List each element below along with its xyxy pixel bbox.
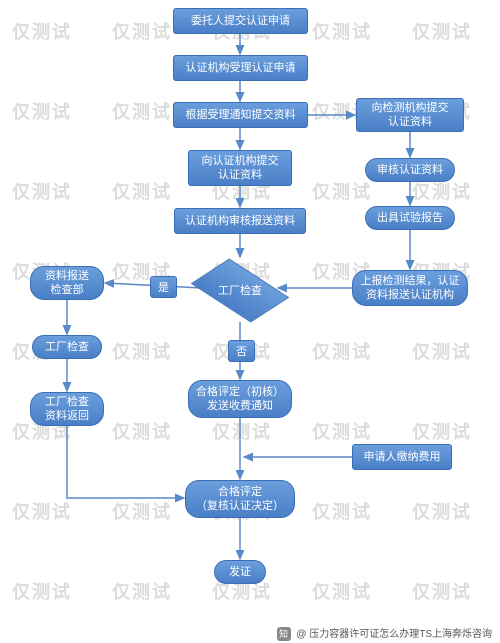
node-label: 委托人提交认证申请 (191, 14, 290, 28)
node-label: 认证机构审核报送资料 (185, 214, 295, 228)
node-submit-application: 委托人提交认证申请 (173, 8, 308, 34)
logo-icon: 知 (277, 627, 291, 641)
node-test-report: 出具试验报告 (365, 206, 455, 230)
node-label: 认证机构受理认证申请 (186, 61, 296, 75)
node-label: 出具试验报告 (377, 211, 443, 225)
node-submit-materials: 根据受理通知提交资料 (173, 102, 308, 128)
node-accept-application: 认证机构受理认证申请 (173, 55, 308, 81)
node-send-inspection: 资料报送检查部 (30, 266, 104, 300)
node-label: 向检测机构提交认证资料 (372, 101, 449, 130)
node-issue-cert: 发证 (214, 560, 266, 584)
label-yes: 是 (150, 276, 177, 298)
node-label: 工厂检查 (45, 340, 89, 354)
node-label: 发证 (229, 565, 251, 579)
node-review-cert-materials: 审核认证资料 (365, 158, 455, 182)
node-factory-check-decision: 工厂检查 (208, 258, 272, 322)
flowchart: 委托人提交认证申请 认证机构受理认证申请 根据受理通知提交资料 向认证机构提交认… (0, 0, 500, 643)
node-label: 上报检测结果，认证资料报送认证机构 (361, 274, 460, 303)
node-report-results: 上报检测结果，认证资料报送认证机构 (352, 270, 468, 306)
node-pay-fee: 申请人缴纳费用 (352, 444, 452, 470)
node-label: 申请人缴纳费用 (364, 450, 441, 464)
node-initial-review: 合格评定（初核）发送收费通知 (188, 380, 292, 418)
node-submit-cert-materials: 向认证机构提交认证资料 (188, 150, 292, 186)
node-label: 审核认证资料 (377, 163, 443, 177)
node-label: 工厂检查 (218, 282, 262, 298)
label-no: 否 (228, 340, 255, 362)
node-inspect-return: 工厂检查资料返回 (30, 392, 104, 426)
node-label: 资料报送检查部 (45, 269, 89, 298)
footer-text: @ 压力容器许可证怎么办理TS上海奔烁咨询 (296, 629, 492, 640)
node-submit-test-materials: 向检测机构提交认证资料 (356, 98, 464, 132)
node-label: 合格评定（初核）发送收费通知 (196, 385, 284, 414)
node-label: 工厂检查资料返回 (45, 395, 89, 424)
node-factory-inspect: 工厂检查 (32, 335, 102, 359)
footer-watermark: 知 @ 压力容器许可证怎么办理TS上海奔烁咨询 (277, 625, 493, 641)
node-label: 合格评定（复核认证决定） (196, 485, 284, 514)
node-review-materials: 认证机构审核报送资料 (174, 208, 306, 234)
node-label: 向认证机构提交认证资料 (202, 154, 279, 183)
node-final-review: 合格评定（复核认证决定） (185, 480, 295, 518)
node-label: 根据受理通知提交资料 (186, 108, 296, 122)
